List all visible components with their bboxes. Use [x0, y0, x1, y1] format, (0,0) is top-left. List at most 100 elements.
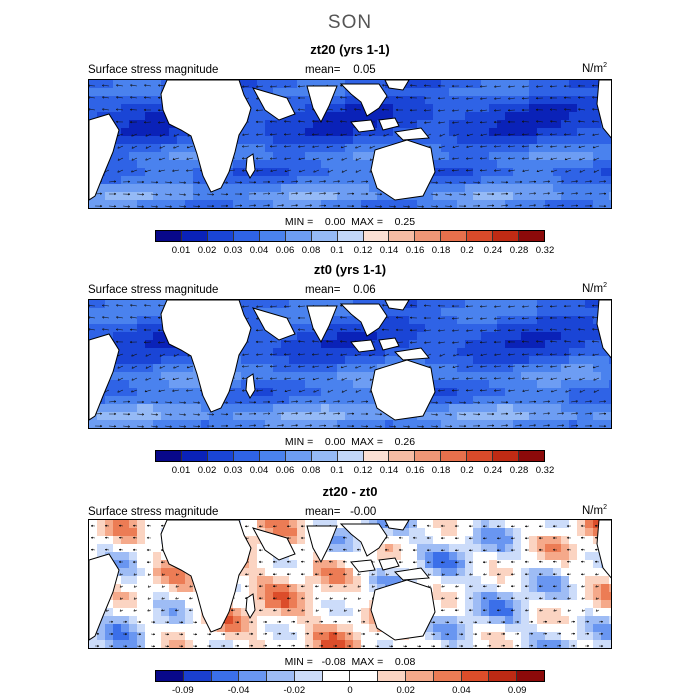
- colorbar-tick-label: 0.2: [460, 465, 474, 476]
- colorbar-swatch-2: [211, 671, 240, 681]
- panel-3-label: Surface stress magnitude: [88, 506, 219, 518]
- colorbar-tick-label: 0.32: [535, 465, 555, 476]
- land-masses: [89, 520, 611, 641]
- colorbar-swatch-5: [285, 451, 312, 461]
- colorbar-tick-label: -0.09: [172, 685, 194, 696]
- colorbar-tick-label: 0.02: [197, 245, 217, 256]
- colorbar-swatch-4: [267, 671, 295, 681]
- colorbar-swatch-7: [350, 671, 379, 681]
- colorbar-swatch-6: [311, 451, 338, 461]
- colorbar-tick-label: -0.02: [283, 685, 306, 696]
- panel-3-map: [88, 519, 612, 649]
- colorbar-tick-label: -0.04: [227, 685, 250, 696]
- colorbar-swatch-12: [489, 671, 518, 681]
- panel-2-title: zt0 (yrs 1-1): [313, 262, 387, 277]
- colorbar-swatch-11: [461, 671, 490, 681]
- colorbar-tick-label: 0.03: [223, 465, 243, 476]
- colorbar-tick-label: 0.04: [452, 685, 471, 696]
- colorbar-tick-label: 0.24: [483, 245, 503, 256]
- colorbar-swatch-13: [493, 451, 520, 461]
- colorbar-swatch-12: [467, 451, 494, 461]
- colorbar-swatch-0: [156, 451, 182, 461]
- colorbar-swatch-14: [519, 451, 545, 461]
- colorbar-swatch-13: [493, 231, 520, 241]
- colorbar-swatch-9: [389, 451, 416, 461]
- panel-2-minmax: MIN = 0.00 MAX = 0.26: [284, 436, 416, 448]
- colorbar-swatch-3: [239, 671, 268, 681]
- colorbar-swatch-2: [207, 451, 234, 461]
- colorbar-swatch-10: [415, 231, 442, 241]
- panel-1-title: zt20 (yrs 1-1): [310, 42, 390, 57]
- colorbar-tick-label: 0.1: [330, 465, 344, 476]
- colorbar-swatch-1: [183, 671, 212, 681]
- colorbar-tick-label: 0.04: [249, 245, 269, 256]
- colorbar-swatch-9: [406, 671, 434, 681]
- panel-3-title: zt20 - zt0: [322, 484, 378, 499]
- colorbar-tick-label: 0.28: [509, 465, 529, 476]
- colorbar-swatch-0: [156, 231, 182, 241]
- colorbar-swatch-3: [233, 231, 260, 241]
- colorbar-swatch-6: [322, 671, 351, 681]
- panel-1-units: N/m2: [582, 62, 607, 75]
- colorbar-swatch-3: [233, 451, 260, 461]
- colorbar-tick-label: 0.08: [301, 245, 321, 256]
- colorbar-tick-label: 0.02: [197, 465, 217, 476]
- colorbar-tick-label: 0.16: [405, 465, 425, 476]
- colorbar-swatch-1: [181, 231, 208, 241]
- colorbar-swatch-5: [294, 671, 323, 681]
- colorbar-swatch-5: [285, 231, 312, 241]
- panel-2-mean: mean= 0.06: [305, 284, 376, 296]
- colorbar-tick-label: 0.03: [223, 245, 243, 256]
- colorbar-swatch-7: [337, 231, 364, 241]
- colorbar-swatch-11: [441, 451, 468, 461]
- colorbar-tick-label: 0.06: [275, 465, 295, 476]
- colorbar-tick-label: 0.09: [507, 685, 527, 696]
- colorbar-tick-label: 0.18: [431, 245, 451, 256]
- colorbar-swatch-13: [517, 671, 544, 681]
- panel-1-colorbar-ticks: 0.01 0.02 0.03 0.04 0.06 0.08 0.1 0.12 0.14 0.16 0…: [155, 245, 555, 257]
- colorbar-swatch-1: [181, 451, 208, 461]
- colorbar-tick-label: 0.04: [249, 465, 269, 476]
- colorbar-swatch-9: [389, 231, 416, 241]
- colorbar-tick-label: 0.28: [509, 245, 529, 256]
- colorbar-tick-label: 0.32: [535, 245, 555, 256]
- panel-1-label: Surface stress magnitude: [88, 64, 219, 76]
- colorbar-swatch-14: [519, 231, 545, 241]
- panel-2-label: Surface stress magnitude: [88, 284, 219, 296]
- colorbar-tick-label: 0.12: [353, 245, 373, 256]
- panel-3-units: N/m2: [582, 504, 607, 517]
- colorbar-swatch-10: [415, 451, 442, 461]
- panel-1-minmax: MIN = 0.00 MAX = 0.25: [284, 216, 416, 228]
- colorbar-tick-label: 0.2: [460, 245, 474, 256]
- panel-3-minmax: MIN = -0.08 MAX = 0.08: [284, 656, 416, 668]
- colorbar-tick-label: 0.01: [171, 465, 191, 476]
- land-masses: [89, 80, 611, 201]
- panel-1-colorbar: [155, 230, 545, 242]
- colorbar-swatch-11: [441, 231, 468, 241]
- colorbar-tick-label: 0.08: [301, 465, 321, 476]
- colorbar-swatch-7: [337, 451, 364, 461]
- panel-3-mean: mean= -0.00: [305, 506, 377, 518]
- panel-3-colorbar: [155, 670, 545, 682]
- colorbar-tick-label: 0.24: [483, 465, 503, 476]
- panel-2-units: N/m2: [582, 282, 607, 295]
- panel-2-colorbar: [155, 450, 545, 462]
- colorbar-swatch-8: [363, 231, 390, 241]
- colorbar-swatch-8: [363, 451, 390, 461]
- season-title: SON: [327, 12, 373, 33]
- colorbar-swatch-0: [156, 671, 184, 681]
- colorbar-swatch-8: [378, 671, 407, 681]
- wind-vectors: [89, 304, 607, 428]
- colorbar-swatch-4: [259, 451, 286, 461]
- colorbar-tick-label: 0.12: [353, 465, 373, 476]
- colorbar-tick-label: 0.16: [405, 245, 425, 256]
- colorbar-swatch-6: [311, 231, 338, 241]
- colorbar-tick-label: 0.14: [379, 465, 399, 476]
- colorbar-tick-label: 0.01: [171, 245, 191, 256]
- colorbar-swatch-10: [433, 671, 462, 681]
- panel-3-colorbar-ticks: -0.09 -0.04 -0.02 0 0.02 0.04 0.09: [155, 685, 545, 697]
- panel-2-map: [88, 299, 612, 429]
- colorbar-tick-label: 0.06: [275, 245, 295, 256]
- land-masses: [89, 300, 611, 421]
- panel-1-mean: mean= 0.05: [305, 64, 376, 76]
